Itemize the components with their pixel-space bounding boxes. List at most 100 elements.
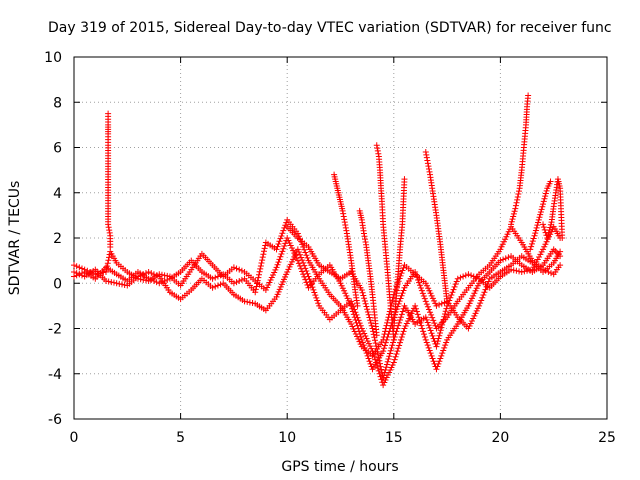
point-marker: [540, 201, 547, 208]
point-marker: [512, 205, 519, 212]
point-marker: [510, 210, 517, 217]
point-marker: [285, 266, 292, 273]
point-marker: [383, 322, 390, 329]
point-marker: [362, 238, 369, 245]
point-marker: [425, 344, 432, 351]
point-marker: [537, 208, 544, 215]
point-marker: [268, 274, 275, 281]
point-marker: [426, 287, 433, 294]
point-marker: [420, 293, 427, 300]
point-marker: [529, 238, 536, 245]
point-marker: [423, 151, 430, 158]
x-tick-label: 25: [598, 430, 616, 446]
point-marker: [389, 361, 396, 368]
point-marker: [441, 313, 448, 320]
point-marker: [515, 191, 522, 198]
point-marker: [145, 268, 152, 275]
point-marker: [257, 262, 264, 269]
point-marker: [397, 336, 404, 343]
point-marker: [361, 298, 368, 305]
point-marker: [452, 281, 459, 288]
point-marker: [444, 298, 451, 305]
point-marker: [214, 273, 221, 280]
point-marker: [373, 142, 380, 149]
point-marker: [313, 294, 320, 301]
point-marker: [277, 235, 284, 242]
point-marker: [430, 358, 437, 365]
point-marker: [480, 292, 487, 299]
point-marker: [419, 325, 426, 332]
point-marker: [348, 302, 355, 309]
point-marker: [531, 232, 538, 239]
point-marker: [422, 314, 429, 321]
point-marker: [394, 348, 401, 355]
series-spike-b: [331, 171, 361, 309]
series-track-d: [284, 223, 564, 382]
point-marker: [295, 260, 302, 267]
point-marker: [367, 317, 374, 324]
point-marker: [233, 265, 240, 272]
point-marker: [387, 347, 394, 354]
point-marker: [375, 367, 382, 374]
point-marker: [426, 347, 433, 354]
point-marker: [478, 297, 485, 304]
series-spike-f: [422, 149, 451, 305]
point-marker: [448, 292, 455, 299]
point-marker: [436, 330, 443, 337]
point-marker: [276, 256, 283, 263]
point-marker: [476, 302, 483, 309]
point-marker: [342, 224, 349, 231]
point-marker: [116, 280, 123, 287]
point-marker: [236, 266, 243, 273]
point-marker: [399, 308, 406, 315]
point-marker: [102, 277, 109, 284]
point-marker: [528, 240, 535, 247]
point-marker: [275, 259, 282, 266]
point-marker: [543, 238, 550, 245]
point-marker: [354, 322, 361, 329]
point-marker: [521, 268, 528, 275]
point-marker: [345, 297, 352, 304]
point-marker: [437, 355, 444, 362]
point-marker: [367, 343, 374, 350]
point-marker: [338, 282, 345, 289]
point-marker: [287, 261, 294, 268]
point-marker: [546, 227, 553, 234]
point-marker: [342, 221, 349, 228]
point-marker: [365, 311, 372, 318]
point-marker: [405, 317, 412, 324]
point-marker: [429, 332, 436, 339]
point-marker: [230, 264, 237, 271]
point-marker: [377, 360, 384, 367]
point-marker: [397, 339, 404, 346]
point-marker: [512, 202, 519, 209]
x-axis-label: GPS time / hours: [281, 459, 398, 475]
point-marker: [369, 325, 376, 332]
point-marker: [513, 267, 520, 274]
point-marker: [238, 276, 245, 283]
point-marker: [425, 306, 432, 313]
point-marker: [390, 339, 397, 346]
point-marker: [425, 322, 432, 329]
point-marker: [105, 278, 112, 285]
point-marker: [534, 256, 541, 263]
point-marker: [342, 290, 349, 297]
point-marker: [473, 285, 480, 292]
point-marker: [427, 327, 434, 334]
point-marker: [376, 357, 383, 364]
point-marker: [380, 336, 387, 343]
point-marker: [352, 331, 359, 338]
point-marker: [259, 257, 266, 264]
point-marker: [106, 229, 113, 236]
point-marker: [402, 322, 409, 329]
point-marker: [161, 277, 168, 284]
point-marker: [209, 275, 216, 282]
point-marker: [349, 308, 356, 315]
point-marker: [367, 360, 374, 367]
point-marker: [465, 325, 472, 332]
point-marker: [106, 254, 113, 261]
point-marker: [427, 350, 434, 357]
point-marker: [365, 340, 372, 347]
point-marker: [441, 344, 448, 351]
point-marker: [538, 206, 545, 213]
